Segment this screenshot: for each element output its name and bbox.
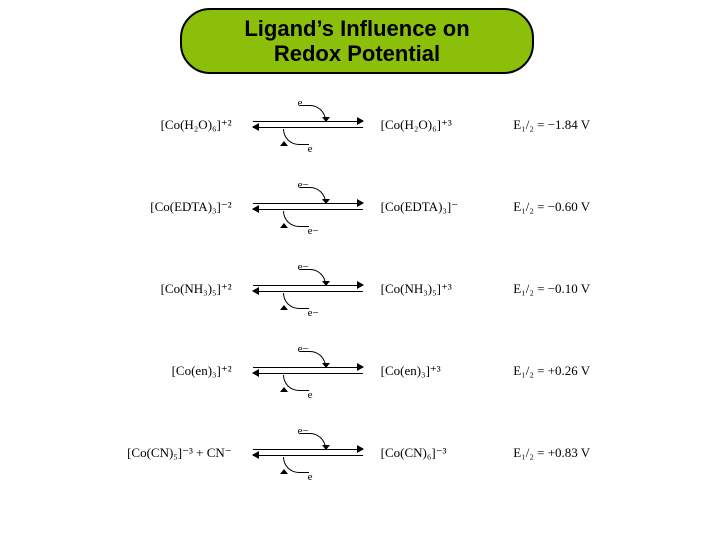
- electron-label-bottom: e: [308, 143, 313, 155]
- right-species: [Co(EDTA)₃]⁻: [375, 199, 489, 215]
- left-species: [Co(H₂O)₆]⁺²: [80, 117, 238, 133]
- right-species: [Co(en)₃]⁺³: [375, 363, 489, 379]
- arrowhead-small-bottom: [280, 387, 288, 392]
- equilibrium-arrow: e−e: [238, 341, 375, 401]
- reaction-row: [Co(en)₃]⁺²e−e[Co(en)₃]⁺³E₁/₂ = +0.26 V: [80, 341, 660, 401]
- left-species: [Co(en)₃]⁺²: [80, 363, 238, 379]
- equilibrium-arrow: ee: [238, 95, 375, 155]
- left-species: [Co(CN)₅]⁻³ + CN⁻: [80, 445, 238, 461]
- redox-potential: E₁/₂ = −1.84 V: [488, 117, 660, 133]
- electron-label-bottom: e: [308, 389, 313, 401]
- right-species: [Co(H₂O)₆]⁺³: [375, 117, 489, 133]
- left-species: [Co(EDTA)₃]⁻²: [80, 199, 238, 215]
- electron-label-bottom: e−: [308, 225, 319, 237]
- electron-label-bottom: e: [308, 471, 313, 483]
- redox-potential: E₁/₂ = −0.60 V: [488, 199, 660, 215]
- equilibrium-arrow: e−e−: [238, 177, 375, 237]
- arrowhead-small-bottom: [280, 469, 288, 474]
- title-pill: Ligand’s Influence on Redox Potential: [180, 8, 534, 74]
- reaction-row: [Co(NH₃)₅]⁺²e−e−[Co(NH₃)₅]⁺³E₁/₂ = −0.10…: [80, 259, 660, 319]
- title-line-1: Ligand’s Influence on: [244, 16, 469, 41]
- redox-potential: E₁/₂ = +0.83 V: [488, 445, 660, 461]
- arrowhead-small-bottom: [280, 223, 288, 228]
- equilibrium-arrow: e−e−: [238, 259, 375, 319]
- reaction-row: [Co(CN)₅]⁻³ + CN⁻e−e[Co(CN)₆]⁻³E₁/₂ = +0…: [80, 423, 660, 483]
- left-species: [Co(NH₃)₅]⁺²: [80, 281, 238, 297]
- electron-label-bottom: e−: [308, 307, 319, 319]
- redox-potential: E₁/₂ = −0.10 V: [488, 281, 660, 297]
- right-species: [Co(CN)₆]⁻³: [375, 445, 489, 461]
- title-line-2: Redox Potential: [274, 41, 440, 66]
- right-species: [Co(NH₃)₅]⁺³: [375, 281, 489, 297]
- reaction-row: [Co(EDTA)₃]⁻²e−e−[Co(EDTA)₃]⁻E₁/₂ = −0.6…: [80, 177, 660, 237]
- equilibrium-arrow: e−e: [238, 423, 375, 483]
- reactions-list: [Co(H₂O)₆]⁺²ee[Co(H₂O)₆]⁺³E₁/₂ = −1.84 V…: [80, 95, 660, 505]
- redox-potential: E₁/₂ = +0.26 V: [488, 363, 660, 379]
- reaction-row: [Co(H₂O)₆]⁺²ee[Co(H₂O)₆]⁺³E₁/₂ = −1.84 V: [80, 95, 660, 155]
- arrowhead-small-bottom: [280, 141, 288, 146]
- arrowhead-small-bottom: [280, 305, 288, 310]
